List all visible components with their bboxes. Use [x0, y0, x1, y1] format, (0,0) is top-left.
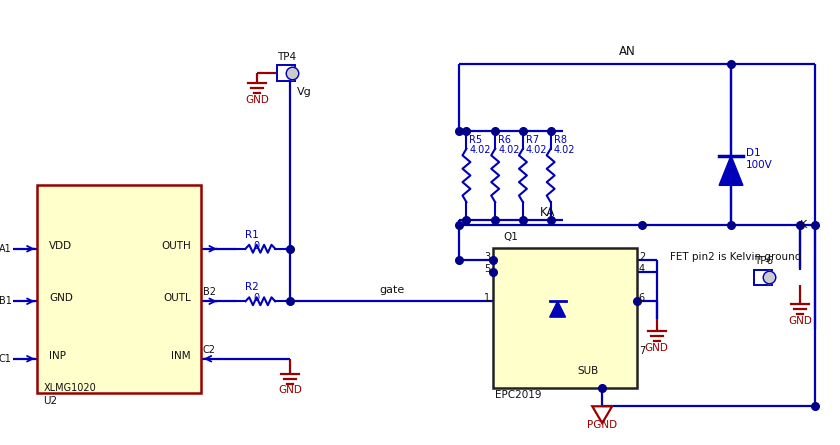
Text: 5: 5 — [484, 263, 491, 274]
Text: Q1: Q1 — [503, 232, 518, 242]
Text: R8: R8 — [554, 135, 567, 145]
Text: VDD: VDD — [50, 241, 72, 251]
Text: B2: B2 — [203, 287, 216, 297]
Text: FET pin2 is Kelvin ground: FET pin2 is Kelvin ground — [669, 252, 801, 262]
Text: 4.02: 4.02 — [554, 145, 575, 155]
Text: U2: U2 — [44, 396, 57, 406]
Text: GND: GND — [789, 316, 812, 326]
Text: R2: R2 — [245, 283, 260, 292]
Text: GND: GND — [245, 95, 270, 105]
Text: A1: A1 — [0, 244, 12, 254]
Bar — [277, 65, 295, 81]
Text: PGND: PGND — [587, 420, 617, 430]
Text: INP: INP — [50, 351, 66, 361]
Bar — [753, 270, 772, 285]
Text: 4: 4 — [639, 263, 645, 274]
Text: 0: 0 — [254, 241, 260, 251]
Bar — [38, 186, 201, 393]
Text: KA: KA — [540, 206, 555, 219]
Text: R5: R5 — [470, 135, 482, 145]
Text: 2: 2 — [639, 252, 645, 262]
Text: Vg: Vg — [297, 87, 312, 97]
Text: 4.02: 4.02 — [498, 145, 520, 155]
Polygon shape — [549, 301, 565, 317]
Text: INM: INM — [171, 351, 191, 361]
Text: gate: gate — [379, 285, 405, 295]
Text: K: K — [801, 220, 807, 230]
Text: 4.02: 4.02 — [526, 145, 548, 155]
Polygon shape — [719, 156, 743, 186]
Text: C2: C2 — [203, 345, 216, 355]
Text: 1: 1 — [484, 293, 491, 303]
Text: R1: R1 — [245, 230, 260, 240]
Text: XLMG1020: XLMG1020 — [44, 384, 96, 393]
Text: GND: GND — [50, 293, 73, 303]
Text: OUTH: OUTH — [161, 241, 191, 251]
Bar — [493, 248, 637, 388]
Text: B1: B1 — [0, 296, 12, 306]
Text: R6: R6 — [498, 135, 512, 145]
Text: 100V: 100V — [746, 159, 773, 170]
Text: R7: R7 — [526, 135, 539, 145]
Text: 6: 6 — [639, 293, 645, 303]
Text: D1: D1 — [746, 148, 760, 158]
Text: TP6: TP6 — [753, 255, 773, 266]
Text: EPC2019: EPC2019 — [496, 390, 542, 400]
Text: C1: C1 — [0, 354, 12, 364]
Text: 3: 3 — [484, 252, 491, 262]
Text: 0: 0 — [254, 293, 260, 303]
Text: GND: GND — [278, 385, 302, 396]
Text: AN: AN — [618, 44, 635, 57]
Text: SUB: SUB — [577, 366, 599, 376]
Text: 7: 7 — [639, 346, 645, 356]
Text: 4.02: 4.02 — [470, 145, 491, 155]
Text: OUTL: OUTL — [163, 293, 191, 303]
Text: TP4: TP4 — [277, 52, 297, 61]
Text: GND: GND — [645, 343, 669, 353]
